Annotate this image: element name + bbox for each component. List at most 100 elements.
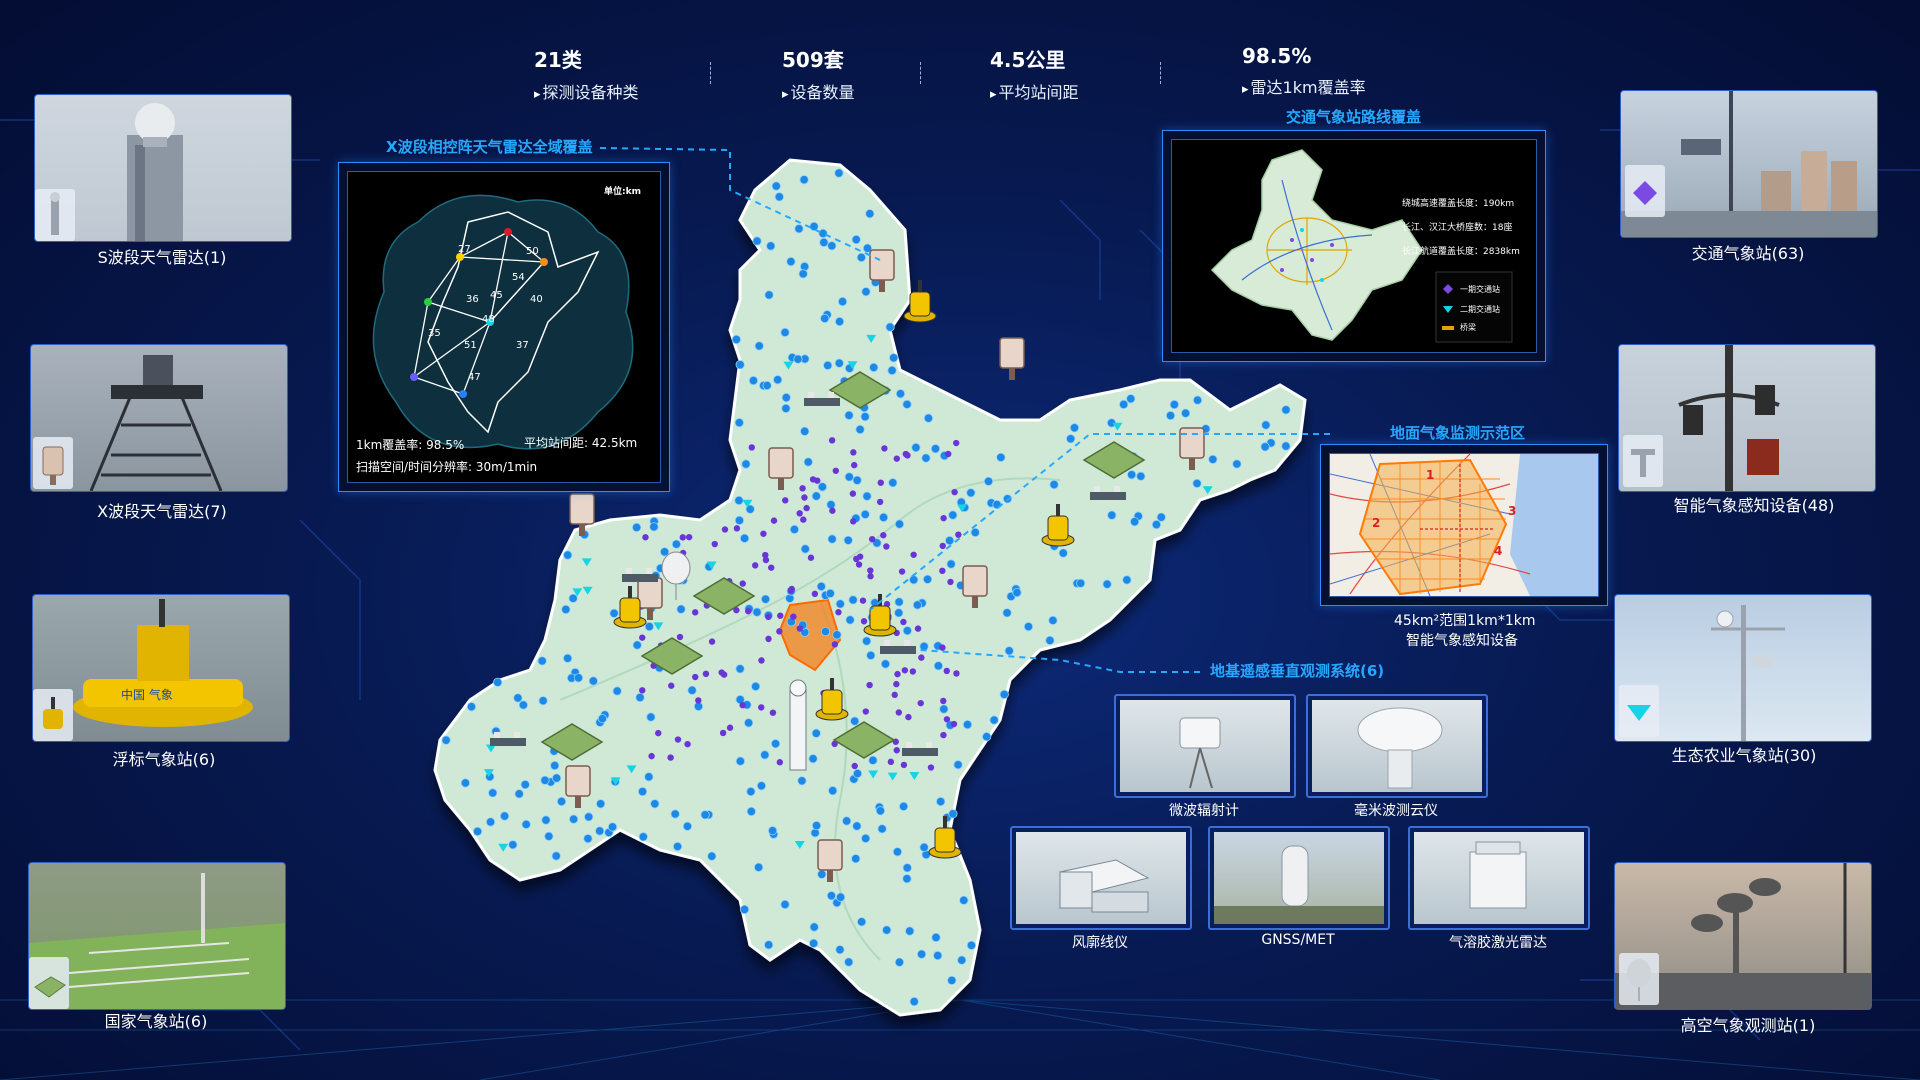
blue-station-dot (518, 700, 528, 710)
blue-station-dot (734, 515, 745, 525)
purple-station-dot (853, 555, 860, 563)
purple-station-dot (691, 609, 699, 616)
blue-station-dot (637, 786, 648, 797)
card-gnss-met[interactable] (1208, 826, 1390, 930)
purple-station-dot (859, 597, 867, 604)
purple-station-dot (835, 609, 842, 616)
blue-station-dot (781, 403, 791, 414)
blue-station-dot (803, 457, 813, 467)
card-eco-agri-station[interactable] (1614, 594, 1872, 742)
blue-station-dot (734, 495, 744, 506)
distance-label: 50 (526, 246, 539, 257)
card-microwave-radiometer[interactable] (1114, 694, 1296, 798)
blue-station-dot (773, 375, 783, 385)
blue-station-dot (556, 796, 567, 807)
station-grid-map-icon (832, 721, 896, 759)
card-national-station[interactable] (28, 862, 286, 1010)
stat-value: 4.5公里 (990, 48, 1066, 72)
purple-station-dot (668, 682, 675, 689)
purple-station-dot (745, 607, 752, 615)
blue-station-dot (1002, 608, 1012, 618)
card-wind-profiler[interactable] (1010, 826, 1192, 930)
legend-phase1: 一期交通站 (1460, 285, 1500, 294)
purple-station-dot (762, 551, 769, 559)
purple-station-dot (860, 618, 868, 625)
blue-station-dot (771, 181, 781, 191)
cyan-station-triangle (483, 769, 494, 778)
blue-station-dot (894, 519, 905, 529)
blue-station-dot (894, 957, 905, 967)
buoy-map-icon (815, 678, 849, 721)
stat-label: 平均站间距 (990, 79, 1079, 103)
blue-station-dot (865, 209, 875, 219)
blue-station-dot (989, 715, 999, 725)
purple-station-dot (901, 667, 909, 674)
purple-diamond-icon (1625, 165, 1665, 217)
purple-station-dot (953, 670, 960, 677)
stat-value: 21类 (534, 48, 582, 72)
stat-divider (710, 62, 711, 84)
purple-station-dot (648, 752, 655, 760)
blue-station-dot (612, 686, 622, 696)
purple-station-dot (695, 697, 702, 704)
blue-station-dot (1169, 399, 1179, 410)
blue-station-dot (513, 693, 523, 703)
blue-station-dot (485, 817, 496, 827)
purple-station-dot (831, 641, 839, 648)
blue-station-dot (999, 689, 1009, 700)
blue-station-dot (649, 522, 659, 532)
purple-station-dot (733, 606, 740, 614)
blue-station-dot (1126, 394, 1136, 404)
purple-station-dot (877, 479, 884, 486)
blue-station-dot (885, 322, 895, 332)
blue-station-dot (632, 640, 642, 650)
card-upper-air-station[interactable] (1614, 862, 1872, 1010)
blue-station-dot (895, 389, 906, 399)
blue-station-dot (945, 535, 955, 546)
purple-station-dot (721, 526, 729, 533)
card-aerosol-lidar[interactable] (1408, 826, 1590, 930)
traffic-stat-waterway: 长江航道覆盖长度：2838km (1402, 247, 1520, 257)
purple-station-dot (855, 561, 863, 568)
blue-station-dot (912, 600, 923, 610)
card-smart-sensor[interactable] (1618, 344, 1876, 492)
x-radar-icon (33, 437, 73, 489)
purple-station-dot (940, 731, 947, 739)
blue-station-dot (638, 832, 648, 842)
label-aerosol-lidar: 气溶胶激光雷达 (1449, 935, 1547, 951)
purple-station-dot (940, 514, 947, 522)
blue-station-dot (820, 313, 830, 324)
traffic-panel-title: 交通气象站路线覆盖 (1286, 108, 1422, 126)
label-smart-sensor: 智能气象感知设备(48) (1673, 496, 1835, 515)
traffic-station-map-icon (902, 742, 938, 756)
purple-station-dot (639, 634, 646, 641)
card-x-band-radar[interactable] (30, 344, 288, 492)
purple-station-dot (951, 488, 958, 496)
label-x-band-radar: X波段天气雷达(7) (97, 502, 227, 521)
blue-station-dot (899, 801, 909, 811)
blue-station-dot (902, 399, 912, 409)
blue-station-dot (902, 863, 912, 873)
blue-station-dot (520, 779, 530, 790)
purple-station-dot (893, 747, 900, 754)
card-buoy-station[interactable]: 中国 气象 (32, 594, 290, 742)
card-traffic-station[interactable] (1620, 90, 1878, 238)
purple-station-dot (868, 535, 876, 543)
blue-station-dot (1281, 405, 1291, 415)
blue-station-dot (816, 581, 826, 592)
label-national-station: 国家气象站(6) (104, 1012, 208, 1031)
blue-station-dot (834, 316, 845, 327)
distance-label: 48 (482, 314, 495, 325)
cyan-station-triangle (866, 334, 877, 343)
card-mm-wave-cloud-radar[interactable] (1306, 694, 1488, 798)
purple-station-dot (800, 516, 807, 523)
buoy-icon (33, 689, 73, 741)
card-s-band-radar[interactable] (34, 94, 292, 242)
purple-station-dot (796, 625, 803, 632)
blue-station-dot (789, 524, 800, 535)
purple-station-dot (676, 633, 684, 641)
blue-station-dot (544, 831, 554, 841)
blue-station-dot (852, 768, 863, 779)
purple-station-dot (909, 668, 917, 675)
blue-station-dot (809, 938, 819, 948)
